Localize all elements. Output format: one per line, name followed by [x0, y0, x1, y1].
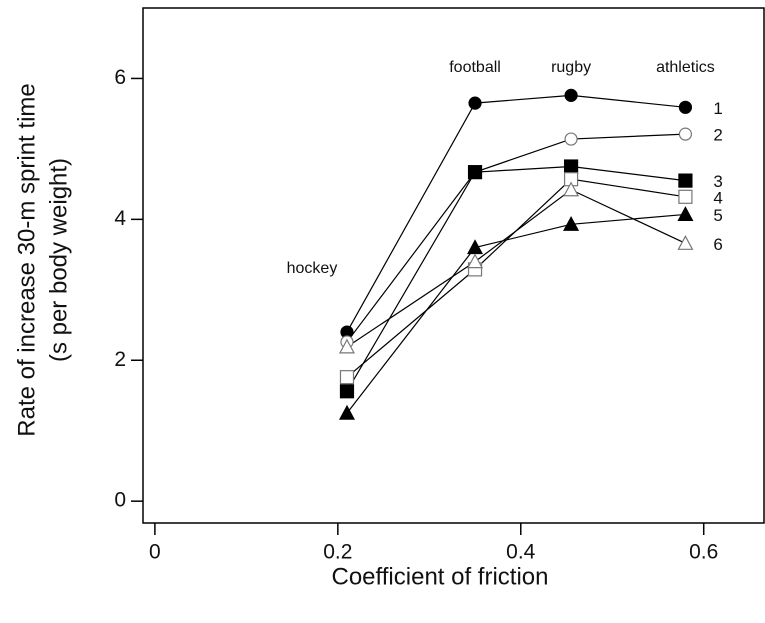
marker: [338, 338, 355, 354]
marker: [467, 253, 484, 269]
marker: [563, 216, 580, 231]
marker: [677, 206, 694, 222]
marker: [564, 88, 578, 102]
series-label: 6: [713, 235, 722, 254]
y-axis-label: (s per body weight): [45, 158, 72, 362]
series-label: 4: [713, 188, 722, 207]
marker: [339, 384, 355, 399]
marker: [468, 96, 482, 110]
series-line: [346, 189, 686, 348]
y-axis-label: Rate of increase 30-m sprint time: [13, 83, 40, 436]
x-tick-label: 0: [149, 541, 161, 564]
marker: [678, 189, 693, 204]
annotation: athletics: [656, 59, 715, 76]
x-axis-label: Coefficient of friction: [332, 563, 549, 590]
series-line: [346, 133, 686, 343]
marker: [467, 165, 483, 180]
marker: [563, 181, 580, 197]
annotation: rugby: [551, 59, 591, 76]
annotation: hockey: [287, 260, 338, 277]
series-label: 2: [713, 126, 722, 145]
marker: [678, 173, 693, 188]
marker: [563, 159, 579, 174]
series-line: [346, 213, 686, 414]
marker: [678, 100, 693, 114]
series-line: [346, 165, 686, 392]
series-line: [346, 178, 686, 378]
series-label: 1: [713, 99, 722, 118]
x-tick-label: 0.6: [689, 541, 718, 564]
marker: [339, 370, 355, 385]
x-tick-label: 0.4: [506, 541, 536, 564]
y-tick-label: 0: [114, 489, 126, 512]
marker: [338, 404, 355, 420]
marker: [467, 239, 484, 255]
annotation: football: [449, 59, 501, 76]
y-tick-label: 6: [114, 66, 126, 89]
marker: [677, 235, 694, 250]
series-line: [346, 94, 686, 333]
series-label: 5: [713, 206, 722, 225]
x-tick-label: 0.2: [323, 541, 352, 564]
marker: [678, 127, 693, 141]
y-tick-label: 4: [114, 207, 126, 230]
y-tick-label: 2: [114, 348, 126, 371]
marker: [564, 132, 578, 146]
series-label: 3: [713, 172, 722, 191]
plot-frame: [142, 7, 765, 524]
